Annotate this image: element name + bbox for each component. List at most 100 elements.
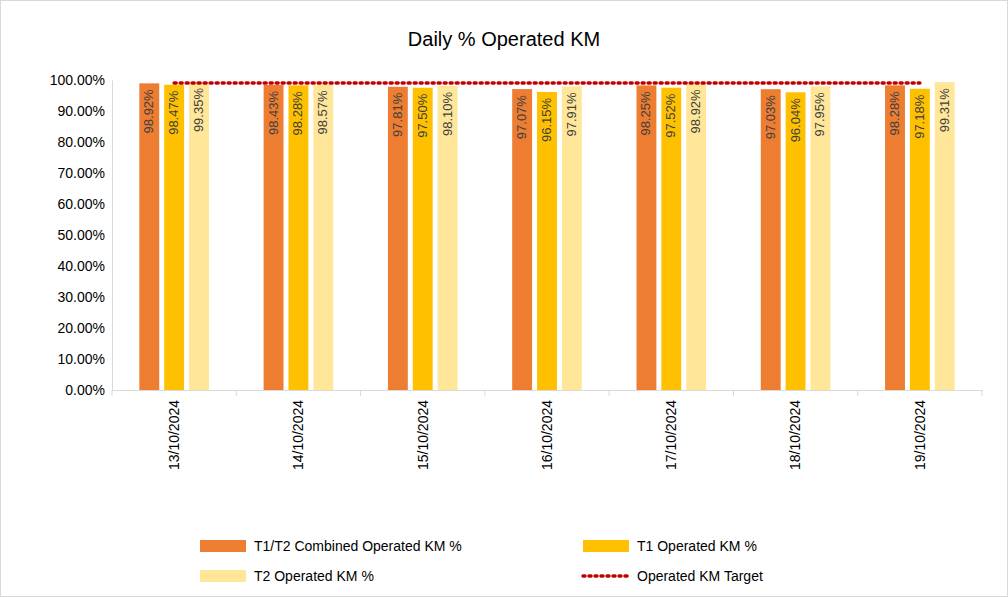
data-label: 98.28%	[290, 91, 305, 136]
data-label: 97.07%	[514, 95, 529, 140]
data-label: 96.15%	[539, 97, 554, 142]
category-separator	[733, 390, 734, 396]
legend-item: T1/T2 Combined Operated KM %	[200, 538, 462, 554]
legend-item: Operated KM Target	[583, 568, 763, 584]
y-tick-label: 50.00%	[58, 227, 105, 243]
data-label: 97.52%	[663, 93, 678, 138]
plot: 0.00% 10.00% 20.00% 30.00% 40.00% 50.00% 60.00…	[50, 72, 983, 470]
bar	[139, 83, 159, 390]
category-separator	[609, 390, 610, 396]
bar	[935, 82, 955, 390]
y-tick-label: 30.00%	[58, 289, 105, 305]
bar	[910, 89, 930, 390]
legend-label: T1 Operated KM %	[637, 538, 757, 554]
y-tick: 10.00%	[58, 351, 112, 367]
bar	[413, 88, 433, 390]
data-label: 98.43%	[266, 90, 281, 135]
data-labels: 98.92%98.43%97.81%97.07%98.25%97.03%98.2…	[141, 88, 951, 143]
x-tick-label: 15/10/2024	[415, 400, 431, 470]
category-separator	[857, 390, 858, 396]
y-tick: 0.00%	[65, 382, 112, 398]
title: Daily % Operated KM	[408, 28, 600, 50]
x-axis: 13/10/2024 14/10/2024 15/10/2024 16/10/2024…	[112, 390, 983, 470]
data-label: 98.92%	[141, 89, 156, 134]
legend-swatch	[200, 570, 246, 582]
legend-label: Operated KM Target	[637, 568, 763, 584]
data-label: 98.92%	[688, 89, 703, 134]
bar	[786, 92, 806, 390]
chart-border	[1, 1, 1008, 597]
x-tick-label: 14/10/2024	[290, 400, 306, 470]
data-label: 98.47%	[166, 90, 181, 135]
bar	[636, 85, 656, 390]
y-tick-label: 10.00%	[58, 351, 105, 367]
data-label: 96.04%	[788, 98, 803, 143]
y-tick: 50.00%	[58, 227, 112, 243]
y-tick: 20.00%	[58, 320, 112, 336]
x-tick-label: 18/10/2024	[787, 400, 803, 470]
category-separator	[484, 390, 485, 396]
legend-item: T1 Operated KM %	[583, 538, 757, 554]
y-tick-label: 40.00%	[58, 258, 105, 274]
category-separator	[112, 390, 113, 396]
y-tick: 40.00%	[58, 258, 112, 274]
x-tick: 18/10/2024	[787, 390, 803, 470]
y-tick-label: 60.00%	[58, 196, 105, 212]
bar-series	[139, 83, 905, 390]
data-label: 99.31%	[937, 88, 952, 133]
x-axis-line	[113, 390, 983, 391]
bar	[512, 89, 532, 390]
legend-item: T2 Operated KM %	[200, 568, 374, 584]
category-separator	[360, 390, 361, 396]
bar	[686, 83, 706, 390]
y-tick-label: 100.00%	[50, 72, 105, 88]
x-tick: 16/10/2024	[539, 390, 555, 470]
y-tick: 60.00%	[58, 196, 112, 212]
data-label: 98.10%	[440, 91, 455, 136]
y-tick-label: 70.00%	[58, 165, 105, 181]
bar	[313, 84, 333, 390]
data-label: 97.95%	[812, 92, 827, 137]
x-tick: 19/10/2024	[912, 390, 928, 470]
data-label: 98.25%	[638, 91, 653, 136]
y-tick-label: 0.00%	[65, 382, 105, 398]
bar-series	[164, 85, 930, 390]
y-tick: 90.00%	[58, 103, 112, 119]
x-tick-label: 13/10/2024	[166, 400, 182, 470]
data-label: 99.35%	[191, 88, 206, 133]
x-tick: 14/10/2024	[290, 390, 306, 470]
legend-swatch	[200, 540, 246, 552]
category-separator	[982, 390, 983, 396]
x-tick: 15/10/2024	[415, 390, 431, 470]
marks	[139, 82, 954, 390]
x-tick: 17/10/2024	[663, 390, 679, 470]
y-tick: 80.00%	[58, 134, 112, 150]
data-label: 98.57%	[315, 90, 330, 135]
category-separator	[236, 390, 237, 396]
bar	[438, 86, 458, 390]
bar	[189, 82, 209, 390]
bar	[810, 86, 830, 390]
data-label: 97.91%	[564, 92, 579, 137]
bar	[661, 88, 681, 390]
bar	[264, 85, 284, 390]
y-tick: 100.00%	[50, 72, 112, 88]
data-label: 97.18%	[912, 94, 927, 139]
y-axis-line	[112, 81, 113, 391]
data-label: 98.28%	[887, 91, 902, 136]
x-tick-label: 17/10/2024	[663, 400, 679, 470]
y-tick-label: 90.00%	[58, 103, 105, 119]
x-tick-label: 19/10/2024	[912, 400, 928, 470]
bar	[164, 85, 184, 390]
x-tick: 13/10/2024	[166, 390, 182, 470]
bar	[288, 85, 308, 390]
target-line	[174, 81, 920, 85]
x-tick-label: 16/10/2024	[539, 400, 555, 470]
bar	[562, 86, 582, 390]
data-label: 97.81%	[390, 92, 405, 137]
legend-swatch	[583, 574, 629, 578]
y-tick-label: 20.00%	[58, 320, 105, 336]
bar	[388, 87, 408, 390]
bar	[761, 89, 781, 390]
data-label: 97.50%	[415, 93, 430, 138]
